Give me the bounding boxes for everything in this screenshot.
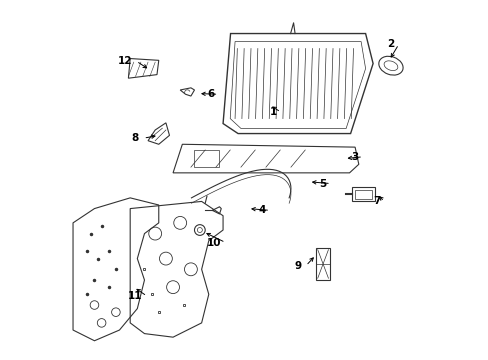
Text: 10: 10 <box>206 238 221 248</box>
Text: 8: 8 <box>132 133 139 143</box>
Text: 6: 6 <box>206 89 214 99</box>
Text: 1: 1 <box>269 107 276 117</box>
Text: 9: 9 <box>294 261 301 271</box>
Text: 5: 5 <box>319 179 326 189</box>
Text: 7: 7 <box>372 197 380 206</box>
Bar <box>315 248 329 280</box>
Text: 2: 2 <box>386 39 394 49</box>
Bar <box>194 150 219 167</box>
Bar <box>354 190 372 199</box>
Text: 4: 4 <box>258 205 265 215</box>
Bar <box>351 187 374 202</box>
Text: 3: 3 <box>351 152 358 162</box>
Text: 11: 11 <box>128 291 142 301</box>
Text: 12: 12 <box>117 56 132 66</box>
